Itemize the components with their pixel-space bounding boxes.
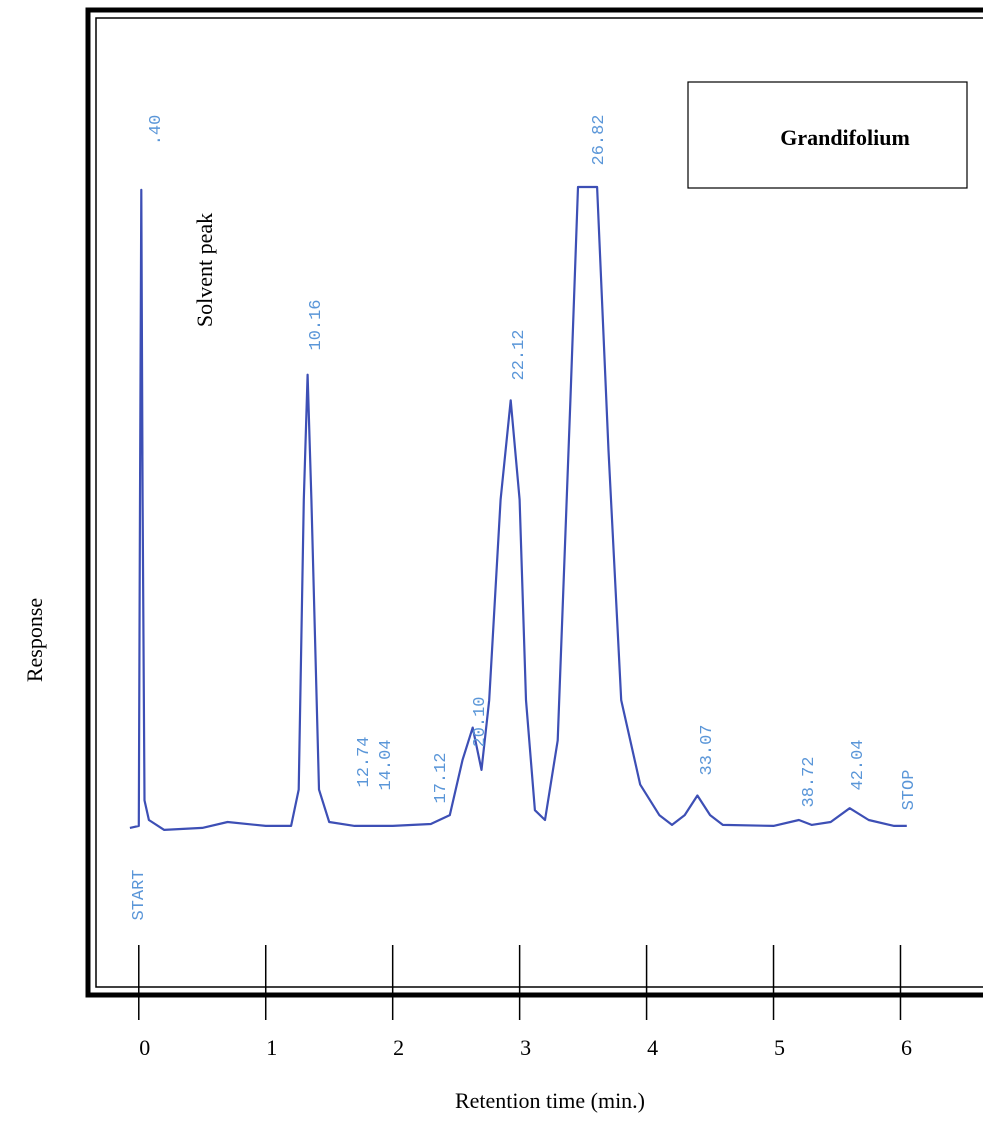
x-tick-label: 1 — [266, 1035, 277, 1060]
peak-label: 42.04 — [849, 739, 868, 790]
peak-label: .40 — [147, 115, 166, 146]
peak-label: 12.74 — [355, 736, 374, 787]
peak-label: 22.12 — [510, 329, 529, 380]
peak-label: 26.82 — [590, 114, 609, 165]
peak-label: 20.10 — [471, 696, 490, 747]
peak-label: 10.16 — [307, 299, 326, 350]
chart-title: Grandifolium — [780, 125, 910, 150]
peak-label: 17.12 — [432, 752, 451, 803]
x-tick-label: 2 — [393, 1035, 404, 1060]
y-axis-label: Response — [22, 598, 47, 682]
trace-line — [129, 185, 907, 831]
x-tick-label: 3 — [520, 1035, 531, 1060]
x-tick-label: 5 — [774, 1035, 785, 1060]
title-box — [687, 81, 968, 189]
x-tick-label: 6 — [901, 1035, 912, 1060]
peak-label: 14.04 — [377, 739, 396, 790]
peak-label: START — [130, 869, 149, 920]
frame-inner — [95, 17, 983, 988]
x-tick-label: 4 — [647, 1035, 658, 1060]
peak-label: 38.72 — [800, 756, 819, 807]
x-axis-label: Retention time (min.) — [455, 1088, 645, 1113]
x-tick-label: 0 — [139, 1035, 150, 1060]
peak-label: 33.07 — [698, 724, 717, 775]
annotation: Solvent peak — [192, 213, 217, 327]
peak-label: STOP — [900, 770, 919, 811]
frame-outer — [85, 7, 983, 998]
